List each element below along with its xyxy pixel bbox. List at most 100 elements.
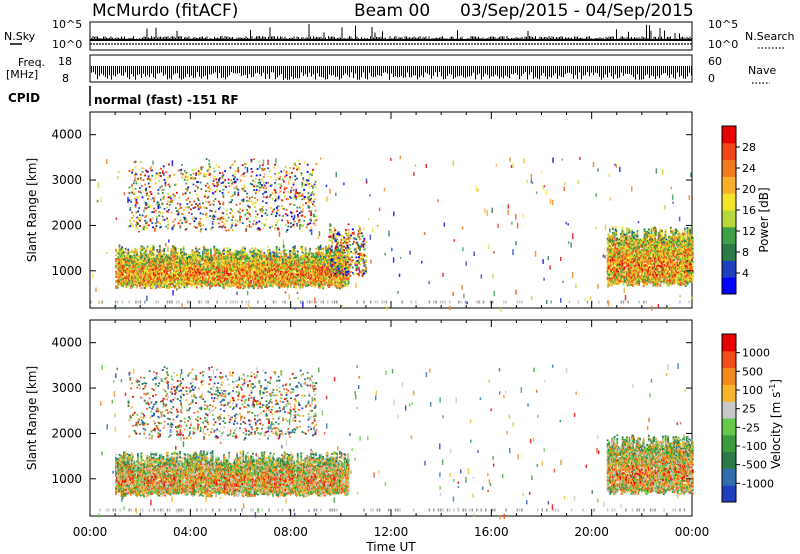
ground-scatter <box>442 300 444 304</box>
scatter-cell <box>183 262 186 265</box>
scatter-speckle <box>561 158 563 161</box>
scatter-cell <box>203 281 206 284</box>
nsky-sample <box>472 36 473 40</box>
freq-sample <box>381 66 382 77</box>
scatter-speckle <box>423 232 426 236</box>
scatter-speckle <box>378 207 381 212</box>
scatter-speckle <box>355 282 357 289</box>
ground-scatter <box>331 300 334 304</box>
scatter-speckle <box>300 214 303 217</box>
scatter-cell <box>258 270 260 272</box>
freq-sample <box>451 66 452 75</box>
nsky-sample <box>553 36 554 40</box>
freq-sample <box>243 66 244 76</box>
scatter-cell <box>309 256 311 259</box>
nsky-sample <box>128 37 130 40</box>
freq-sample <box>489 66 490 79</box>
freq-sample <box>591 66 592 73</box>
scatter-cell <box>170 255 173 258</box>
scatter-speckle <box>491 207 493 214</box>
freq-sample <box>477 66 478 75</box>
freq-sample <box>95 66 96 75</box>
nsky-sample <box>500 36 502 40</box>
nsky-sample <box>301 37 302 40</box>
scatter-cell <box>218 262 221 265</box>
scatter-cell <box>121 246 124 249</box>
scatter-cell <box>158 254 160 257</box>
scatter-cell <box>298 276 301 279</box>
freq-panel <box>89 54 693 83</box>
freq-sample <box>567 66 568 73</box>
scatter-cell <box>278 261 281 264</box>
scatter-cell <box>195 284 198 287</box>
scatter-cell <box>209 274 212 277</box>
ground-scatter <box>232 300 234 304</box>
scatter-cell <box>192 277 195 280</box>
scatter-speckle <box>294 162 296 166</box>
scatter-cell <box>146 245 149 248</box>
scatter-speckle <box>134 176 136 181</box>
scatter-cell <box>266 260 269 263</box>
ground-scatter <box>622 300 625 304</box>
freq-sample <box>587 66 588 73</box>
freq-sample <box>103 66 104 76</box>
scatter-cell <box>116 285 119 287</box>
nsky-sample <box>340 37 341 40</box>
scatter-cell <box>246 253 249 256</box>
scatter-cell <box>234 253 237 256</box>
freq-sample <box>371 66 372 77</box>
scatter-cell <box>256 257 259 260</box>
scatter-cell <box>249 278 252 281</box>
scatter-speckle <box>384 253 386 256</box>
scatter-cell <box>201 265 203 268</box>
scatter-cell <box>312 258 315 261</box>
scatter-cell <box>257 287 260 290</box>
nsky-sample <box>194 36 196 40</box>
scatter-cell <box>216 271 219 274</box>
scatter-speckle <box>329 188 331 194</box>
freq-sample <box>177 66 178 74</box>
ground-scatter <box>315 300 318 304</box>
scatter-cell <box>175 266 178 269</box>
scatter-cell <box>278 248 281 251</box>
scatter-cell <box>163 255 166 258</box>
freq-sample <box>225 66 226 80</box>
scatter-speckle <box>562 280 564 284</box>
nsky-sample <box>142 37 143 40</box>
scatter-cell <box>244 247 246 250</box>
scatter-speckle <box>559 298 562 303</box>
scatter-cell <box>242 287 245 290</box>
scatter-cell <box>118 253 121 256</box>
nsky-sample <box>227 36 229 40</box>
scatter-cell <box>130 260 133 263</box>
scatter-cell <box>289 268 292 271</box>
scatter-cell <box>138 281 141 284</box>
scatter-cell <box>131 285 134 288</box>
scatter-speckle <box>100 196 102 203</box>
scatter-cell <box>305 285 308 287</box>
freq-sample <box>689 66 690 73</box>
scatter-cell <box>207 267 210 269</box>
scatter-cell <box>141 269 144 271</box>
scatter-speckle <box>172 194 175 199</box>
freq-sample <box>327 66 328 80</box>
scatter-cell <box>209 273 211 275</box>
scatter-cell <box>275 253 278 256</box>
scatter-cell <box>278 279 281 282</box>
scatter-cell <box>158 263 161 266</box>
nsky-sample <box>232 36 233 40</box>
scatter-speckle <box>530 179 533 183</box>
ground-scatter <box>281 300 284 304</box>
freq-sample <box>131 66 132 75</box>
scatter-cell <box>209 251 212 254</box>
date-range: 03/Sep/2015 - 04/Sep/2015 <box>460 1 694 21</box>
nsky-sample <box>428 36 430 40</box>
scatter-cell <box>267 263 270 266</box>
scatter-speckle <box>156 216 158 222</box>
scatter-cell <box>191 260 194 263</box>
scatter-cell <box>240 272 243 275</box>
scatter-speckle <box>624 295 627 301</box>
scatter-cell <box>269 268 272 270</box>
scatter-cell <box>207 254 210 257</box>
scatter-cell <box>259 254 261 257</box>
